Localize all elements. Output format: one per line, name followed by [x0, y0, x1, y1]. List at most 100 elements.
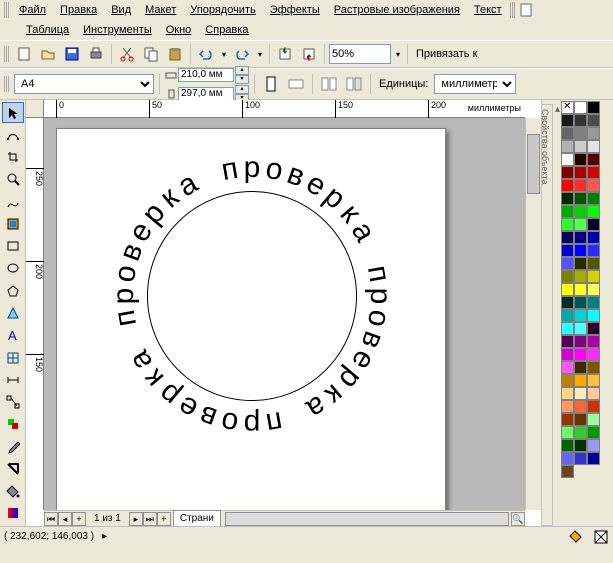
page-tab[interactable]: Страни: [173, 510, 221, 526]
width-spinner[interactable]: ▴▾: [235, 66, 249, 84]
color-swatch[interactable]: [574, 244, 587, 257]
color-swatch[interactable]: [587, 114, 600, 127]
view-navigator[interactable]: 🔍: [511, 512, 525, 526]
color-swatch[interactable]: [574, 179, 587, 192]
prev-page[interactable]: ◂: [58, 512, 72, 526]
units-select[interactable]: миллиметры: [434, 74, 516, 94]
color-swatch[interactable]: [561, 348, 574, 361]
grip[interactable]: [4, 2, 9, 18]
menu-table[interactable]: Таблица: [20, 22, 75, 38]
color-swatch[interactable]: [561, 218, 574, 231]
last-page[interactable]: ⏭: [143, 512, 157, 526]
paper-select[interactable]: A4: [14, 74, 154, 94]
color-swatch[interactable]: [561, 283, 574, 296]
color-swatch[interactable]: [561, 127, 574, 140]
color-swatch[interactable]: [561, 426, 574, 439]
color-swatch[interactable]: [587, 166, 600, 179]
color-swatch[interactable]: [587, 452, 600, 465]
color-swatch[interactable]: [587, 101, 600, 114]
color-swatch[interactable]: [587, 387, 600, 400]
print-button[interactable]: [85, 43, 107, 65]
color-swatch[interactable]: [574, 335, 587, 348]
color-swatch[interactable]: [574, 309, 587, 322]
color-swatch[interactable]: [574, 374, 587, 387]
crop-tool[interactable]: [2, 147, 24, 168]
color-swatch[interactable]: [587, 309, 600, 322]
color-swatch[interactable]: [574, 439, 587, 452]
zoom-menu[interactable]: ▾: [393, 43, 403, 65]
color-swatch[interactable]: [561, 166, 574, 179]
zoom-tool[interactable]: [2, 169, 24, 190]
menu-arrange[interactable]: Упорядочить: [184, 2, 261, 18]
paste-button[interactable]: [164, 43, 186, 65]
smartfill-tool[interactable]: [2, 213, 24, 234]
outline-indicator[interactable]: [593, 529, 609, 545]
color-swatch[interactable]: [561, 296, 574, 309]
color-swatch[interactable]: [561, 205, 574, 218]
color-swatch[interactable]: [587, 140, 600, 153]
eyedropper-tool[interactable]: [2, 436, 24, 457]
color-swatch[interactable]: [561, 257, 574, 270]
color-swatch[interactable]: [561, 309, 574, 322]
status-next[interactable]: ▸: [102, 531, 107, 542]
dimension-tool[interactable]: [2, 369, 24, 390]
color-swatch[interactable]: [561, 387, 574, 400]
grip[interactable]: [510, 2, 515, 18]
page-height[interactable]: [178, 87, 234, 101]
color-swatch[interactable]: [574, 114, 587, 127]
color-swatch[interactable]: [574, 101, 587, 114]
ruler-horizontal[interactable]: 0 50 100 150 200 миллиметры: [44, 100, 525, 118]
color-swatch[interactable]: [561, 452, 574, 465]
grip[interactable]: [4, 76, 9, 92]
color-swatch[interactable]: [574, 283, 587, 296]
color-swatch[interactable]: [574, 322, 587, 335]
color-swatch[interactable]: [587, 205, 600, 218]
menu-effects[interactable]: Эффекты: [264, 2, 326, 18]
shape-tool[interactable]: [2, 124, 24, 145]
color-swatch[interactable]: [587, 270, 600, 283]
text-tool[interactable]: A: [2, 325, 24, 346]
color-swatch[interactable]: [561, 153, 574, 166]
menu-help[interactable]: Справка: [199, 22, 254, 38]
rectangle-tool[interactable]: [2, 236, 24, 257]
outline-tool[interactable]: [2, 458, 24, 479]
copy-button[interactable]: [140, 43, 162, 65]
freehand-tool[interactable]: [2, 191, 24, 212]
polygon-tool[interactable]: [2, 280, 24, 301]
color-swatch[interactable]: [561, 400, 574, 413]
ellipse-tool[interactable]: [2, 258, 24, 279]
new-button[interactable]: [13, 43, 35, 65]
fill-tool[interactable]: [2, 481, 24, 502]
snap-label[interactable]: Привязать к: [412, 48, 481, 60]
color-swatch[interactable]: [574, 387, 587, 400]
color-swatch[interactable]: [574, 452, 587, 465]
first-page[interactable]: ⏮: [44, 512, 58, 526]
color-swatch[interactable]: [574, 192, 587, 205]
color-swatch[interactable]: [574, 296, 587, 309]
cut-button[interactable]: [116, 43, 138, 65]
canvas[interactable]: проверка проверка проверка проверка: [44, 118, 525, 510]
ruler-origin[interactable]: [26, 100, 44, 118]
import-button[interactable]: [274, 43, 296, 65]
color-swatch[interactable]: [574, 361, 587, 374]
color-swatch[interactable]: [587, 374, 600, 387]
allpages-button[interactable]: [318, 73, 340, 95]
color-swatch[interactable]: [574, 426, 587, 439]
color-swatch[interactable]: [574, 166, 587, 179]
connector-tool[interactable]: [2, 391, 24, 412]
color-swatch[interactable]: [574, 413, 587, 426]
color-swatch[interactable]: [574, 153, 587, 166]
next-page[interactable]: ▸: [129, 512, 143, 526]
zoom-input[interactable]: [329, 44, 391, 64]
open-button[interactable]: [37, 43, 59, 65]
redo-button[interactable]: [231, 43, 253, 65]
color-swatch[interactable]: [587, 426, 600, 439]
undo-button[interactable]: [195, 43, 217, 65]
color-swatch[interactable]: [574, 140, 587, 153]
text-on-path[interactable]: проверка проверка проверка проверка: [97, 141, 407, 451]
menu-window[interactable]: Окно: [160, 22, 198, 38]
color-swatch[interactable]: [574, 231, 587, 244]
color-swatch[interactable]: [587, 361, 600, 374]
export-button[interactable]: [298, 43, 320, 65]
menu-tools[interactable]: Инструменты: [77, 22, 158, 38]
